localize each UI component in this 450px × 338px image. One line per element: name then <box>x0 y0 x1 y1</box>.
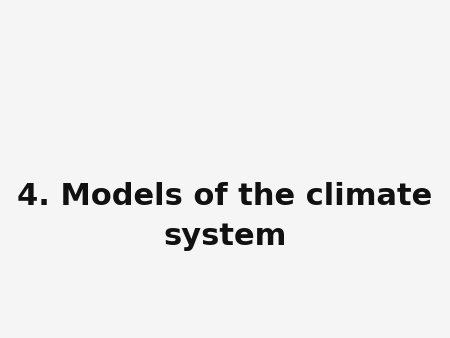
Text: 4. Models of the climate: 4. Models of the climate <box>18 182 432 211</box>
Text: system: system <box>163 222 287 251</box>
